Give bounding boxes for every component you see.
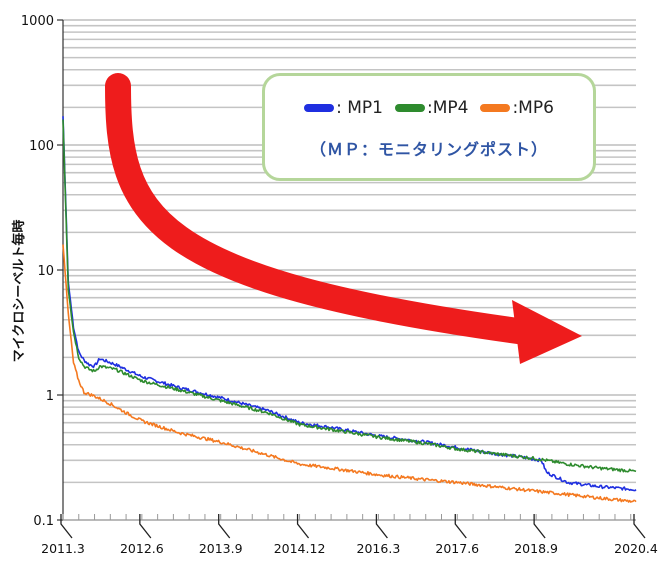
trend-arrow-head (512, 300, 582, 364)
series-lines (62, 116, 637, 503)
x-tick-label: 2018.9 (514, 541, 558, 556)
legend: : MP1 :MP4 :MP6 （ＭＰ：モニタリングポスト） (262, 73, 596, 181)
x-tick-label: 2012.6 (120, 541, 164, 556)
trend-arrow (105, 73, 582, 364)
x-tick-label: 2020.4 (614, 541, 658, 556)
x-major-tick (375, 514, 388, 539)
y-axis-label: マイクロシーベルト毎時 (12, 219, 27, 363)
legend-label-mp1: : MP1 (336, 98, 383, 118)
x-tick-label: 2016.3 (357, 541, 401, 556)
x-major-tick (454, 514, 467, 539)
x-tick-label: 2014.12 (274, 541, 326, 556)
legend-entry-mp4: :MP4 (394, 98, 469, 118)
legend-swatch-mp1 (304, 104, 335, 112)
legend-label-mp4: :MP4 (426, 98, 469, 118)
x-major-tick (218, 514, 231, 539)
legend-entries: : MP1 :MP4 :MP6 (265, 98, 593, 118)
legend-entry-mp1: : MP1 (304, 98, 383, 118)
y-tick-label: 1 (46, 389, 54, 404)
legend-swatch-mp6 (480, 104, 511, 112)
y-tick-label: 100 (29, 139, 54, 154)
series-line-3 (62, 244, 637, 503)
y-tick-label: 10 (37, 264, 54, 279)
trend-arrow-shaft (105, 73, 538, 345)
legend-swatch-mp4 (394, 104, 425, 112)
y-tick-label: 0.1 (33, 514, 54, 529)
legend-label-mp6: :MP6 (512, 98, 554, 118)
y-tick-label: 1000 (21, 14, 54, 29)
x-major-tick (60, 514, 73, 539)
series-line-2 (62, 119, 637, 473)
axes: 0.1 1 10 100 1000 2011.3 2012.6 2013.9 2014.12 20… (21, 14, 658, 556)
x-tick-label: 2011.3 (41, 541, 85, 556)
x-major-tick (533, 514, 546, 539)
legend-entry-mp6: :MP6 (480, 98, 554, 118)
x-tick-label: 2017.6 (435, 541, 479, 556)
x-major-tick (633, 514, 646, 539)
x-major-tick (296, 514, 310, 539)
x-major-tick (139, 514, 152, 539)
legend-note: （ＭＰ：モニタリングポスト） (309, 140, 548, 159)
x-tick-label: 2013.9 (199, 541, 243, 556)
